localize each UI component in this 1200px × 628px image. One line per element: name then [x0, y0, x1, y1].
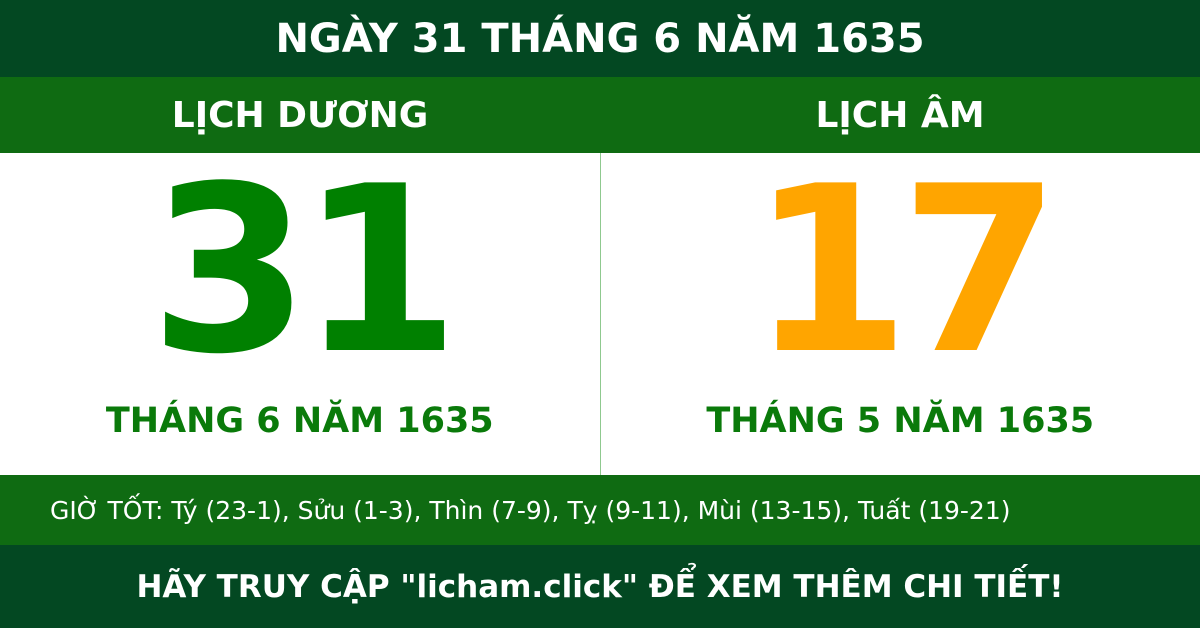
- solar-column: 31 THÁNG 6 NĂM 1635: [0, 153, 601, 475]
- calendar-body: 31 THÁNG 6 NĂM 1635 17 THÁNG 5 NĂM 1635: [0, 153, 1200, 475]
- calendar-headers: LỊCH DƯƠNG LỊCH ÂM: [0, 77, 1200, 153]
- footer-cta: HÃY TRUY CẬP "licham.click" ĐỂ XEM THÊM …: [0, 545, 1200, 628]
- lunar-month-year: THÁNG 5 NĂM 1635: [706, 401, 1095, 441]
- solar-month-year: THÁNG 6 NĂM 1635: [105, 401, 494, 441]
- lunar-column: 17 THÁNG 5 NĂM 1635: [601, 153, 1200, 475]
- solar-calendar-label: LỊCH DƯƠNG: [171, 94, 429, 136]
- solar-day: 31: [149, 138, 460, 405]
- lunar-day: 17: [750, 138, 1060, 405]
- page-title: NGÀY 31 THÁNG 6 NĂM 1635: [0, 0, 1200, 77]
- good-hours: GIỜ TỐT: Tý (23-1), Sửu (1-3), Thìn (7-9…: [0, 475, 1200, 545]
- lunar-calendar-label: LỊCH ÂM: [815, 94, 985, 136]
